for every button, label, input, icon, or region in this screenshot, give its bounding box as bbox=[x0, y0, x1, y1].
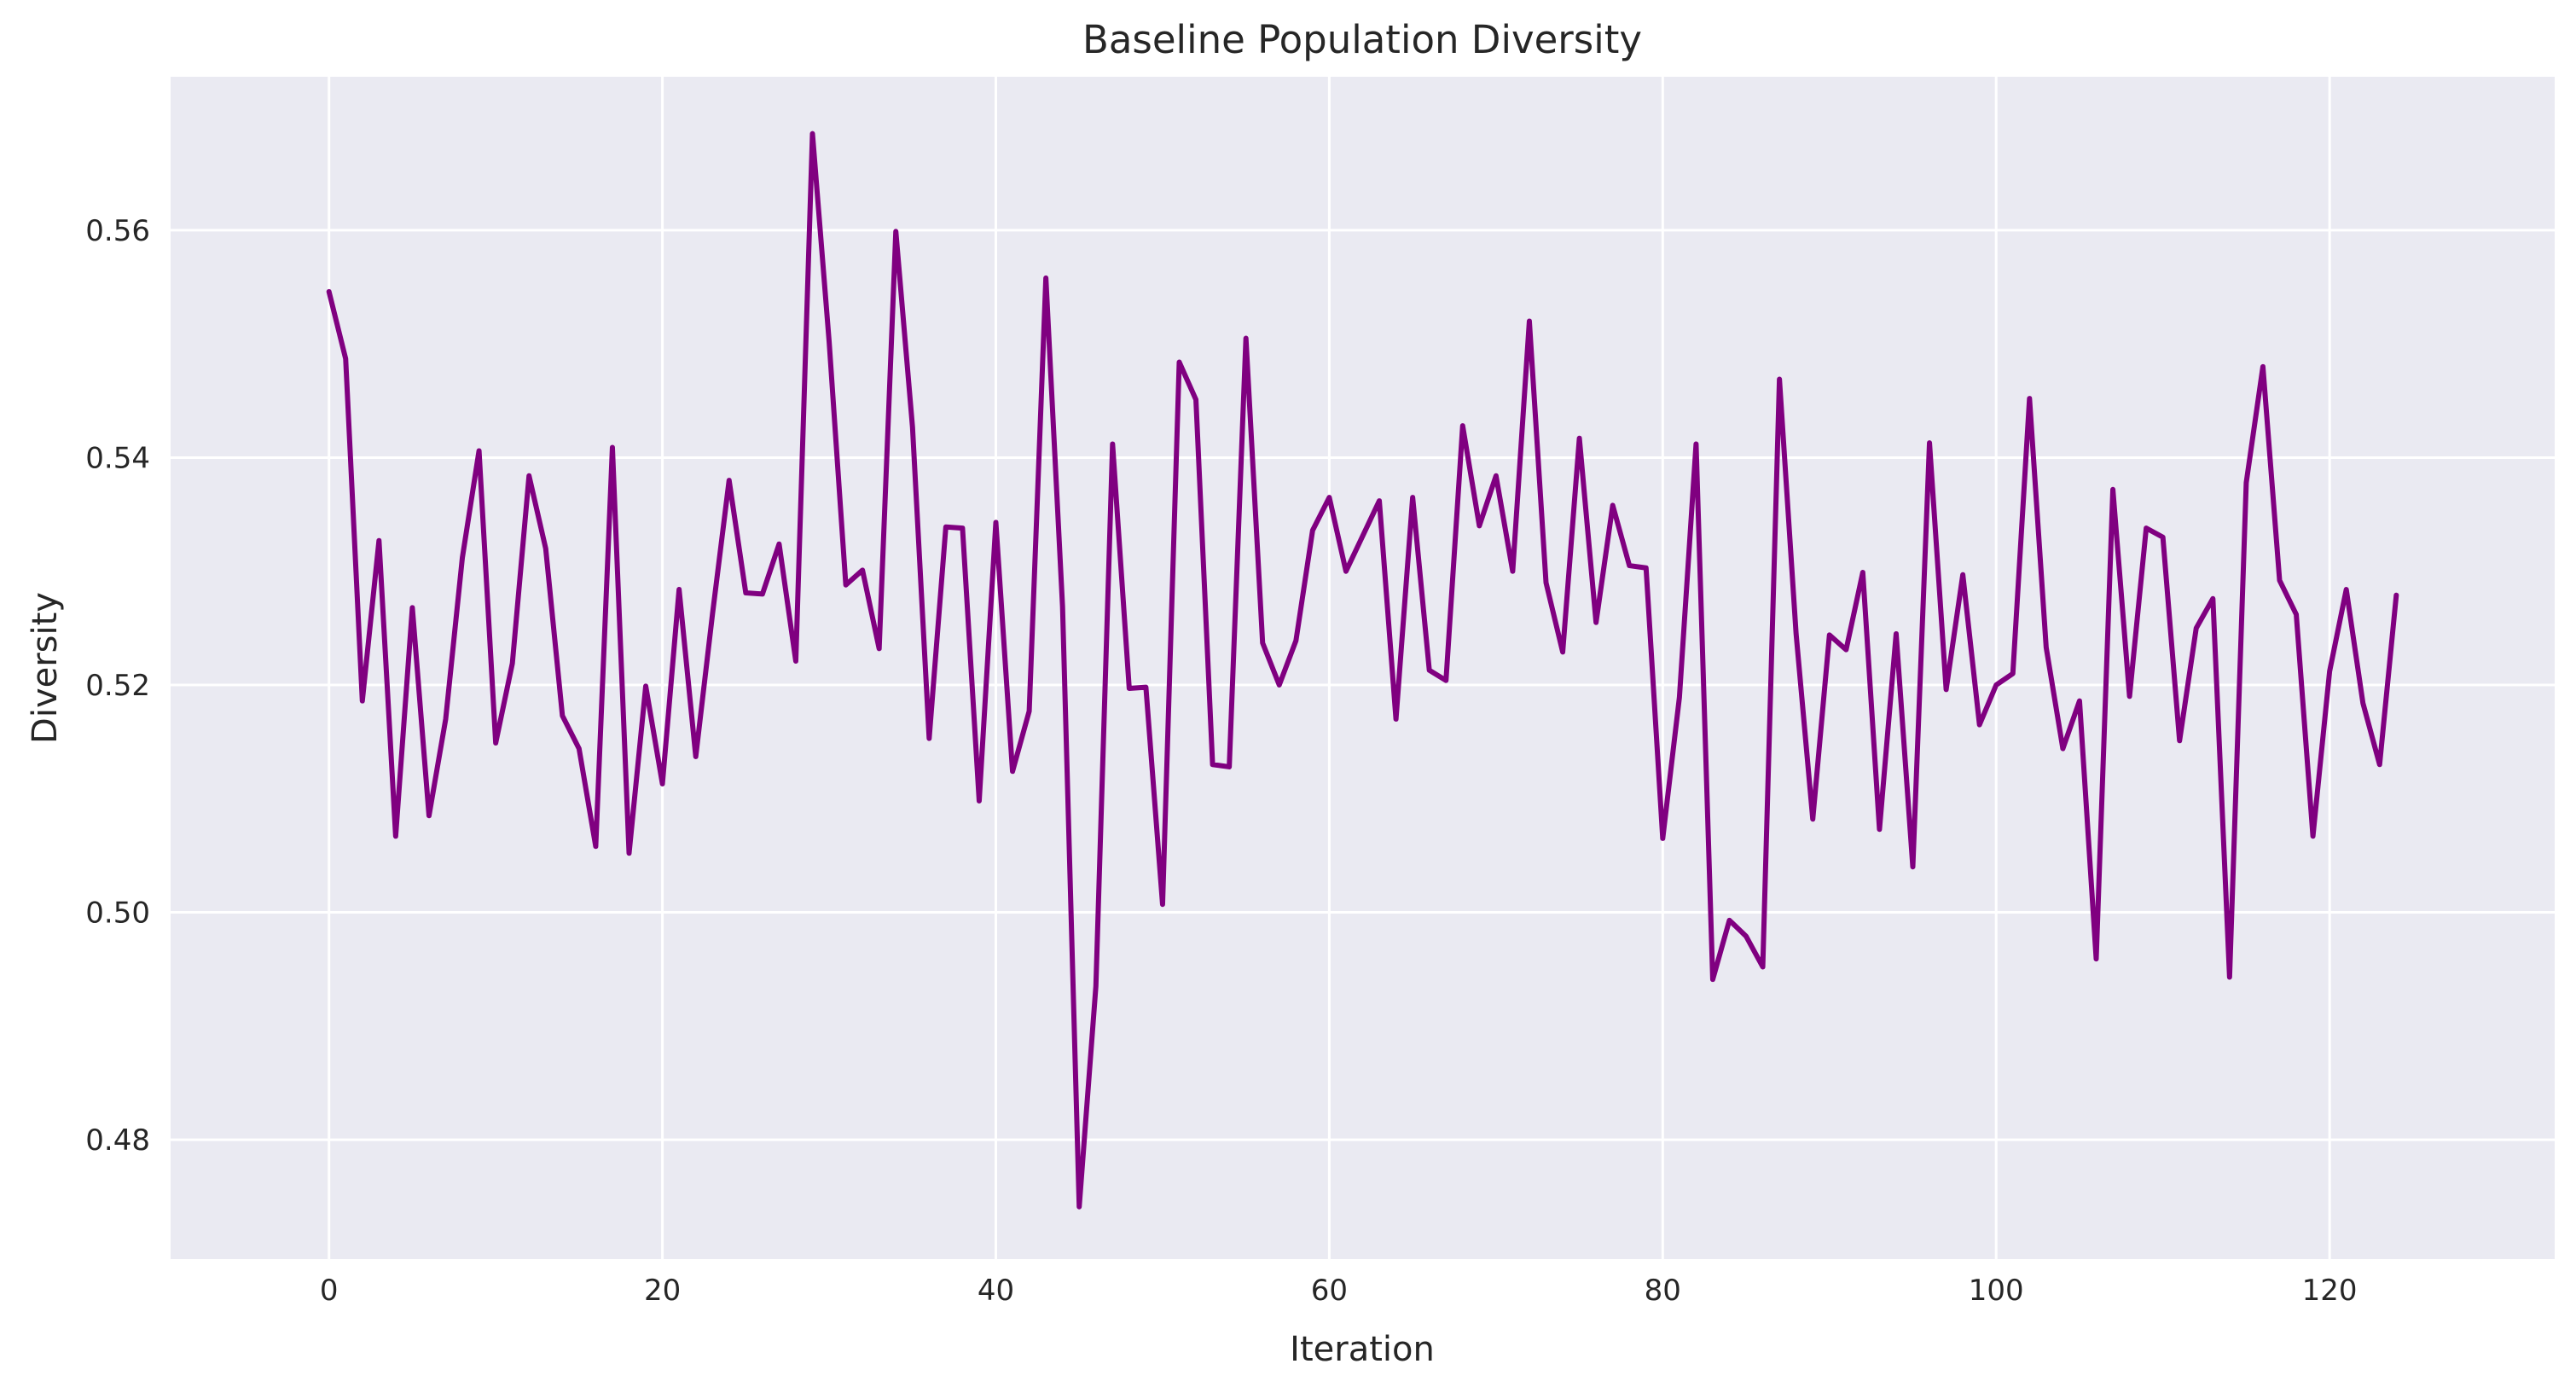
y-axis-label: Diversity bbox=[26, 592, 65, 744]
y-tick-label: 0.50 bbox=[85, 897, 150, 931]
y-tick-label: 0.56 bbox=[85, 214, 150, 248]
x-tick-label: 80 bbox=[1645, 1274, 1681, 1308]
x-tick-label: 60 bbox=[1311, 1274, 1348, 1308]
x-tick-label: 120 bbox=[2302, 1274, 2358, 1308]
x-tick-label: 0 bbox=[320, 1274, 339, 1308]
series-lines bbox=[326, 131, 2399, 1210]
y-tick-label: 0.48 bbox=[85, 1123, 150, 1158]
plot-background bbox=[171, 77, 2555, 1259]
y-tick-label: 0.54 bbox=[85, 441, 150, 475]
grid-lines bbox=[171, 77, 2555, 1259]
x-tick-label: 40 bbox=[978, 1274, 1014, 1308]
tick-labels: 0 20 40 60 80 100 120 0.48 0.50 0.52 0.54 0.56 bbox=[85, 214, 2357, 1308]
series-line bbox=[326, 131, 2399, 1210]
x-tick-label: 20 bbox=[644, 1274, 681, 1308]
x-tick-label: 100 bbox=[1969, 1274, 2024, 1308]
chart-title: Baseline Population Diversity bbox=[1082, 17, 1642, 62]
x-axis-label: Iteration bbox=[1290, 1330, 1435, 1369]
y-tick-label: 0.52 bbox=[85, 669, 150, 703]
